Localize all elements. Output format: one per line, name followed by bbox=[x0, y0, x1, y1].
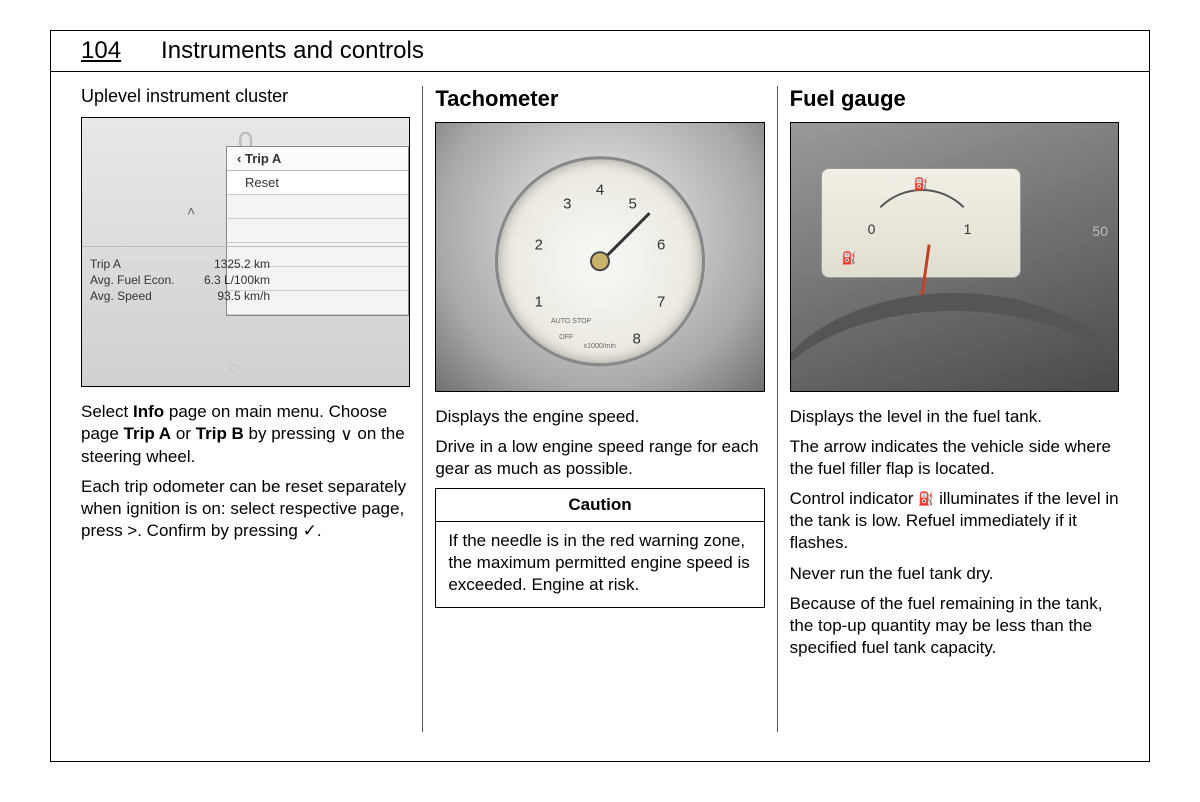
tacho-8: 8 bbox=[633, 330, 641, 347]
fuel-gauge-figure: ⛽ ⛽ 0 1 50 bbox=[790, 122, 1119, 392]
column-2: Tachometer 1 2 3 4 5 6 7 8 AUTO STOP OFF… bbox=[422, 86, 776, 732]
text: Control indicator bbox=[790, 489, 919, 508]
fuel-panel: ⛽ ⛽ 0 1 bbox=[821, 168, 1021, 278]
text: Select bbox=[81, 402, 133, 421]
page-header: 104 Instruments and controls bbox=[51, 31, 1149, 72]
tacho-4: 4 bbox=[596, 181, 604, 198]
dash-curve bbox=[790, 293, 1119, 392]
info-value: 1325.2 km bbox=[214, 256, 270, 272]
caution-body: If the needle is in the red warning zone… bbox=[436, 522, 763, 606]
tacho-2: 2 bbox=[535, 236, 543, 253]
col3-para3: Control indicator ⛽ illuminates if the l… bbox=[790, 488, 1119, 554]
col3-para2: The arrow indicates the vehicle side whe… bbox=[790, 436, 1119, 480]
col2-para1: Displays the engine speed. bbox=[435, 406, 764, 428]
lim-icon: ◌ bbox=[229, 360, 239, 378]
tachometer-title: Tachometer bbox=[435, 86, 764, 112]
fuel-gauge-title: Fuel gauge bbox=[790, 86, 1119, 112]
tacho-5: 5 bbox=[628, 196, 636, 213]
column-1: Uplevel instrument cluster 0 km/h ˄ ‹ Tr… bbox=[81, 86, 422, 732]
fuel-pump-icon: ⛽ bbox=[918, 491, 934, 508]
info-bold: Info bbox=[133, 402, 164, 421]
text: . Confirm by pressing bbox=[137, 521, 302, 540]
trip-menu-reset: Reset bbox=[227, 171, 408, 195]
tacho-unit: x1000/min bbox=[584, 343, 616, 350]
caution-title: Caution bbox=[436, 489, 763, 522]
tripb-bold: Trip B bbox=[196, 424, 244, 443]
right-arrow-icon: > bbox=[127, 520, 137, 542]
info-value: 93.5 km/h bbox=[217, 288, 270, 304]
col1-para2: Each trip odometer can be reset separate… bbox=[81, 476, 410, 543]
tripa-bold: Trip A bbox=[124, 424, 172, 443]
tacho-6: 6 bbox=[657, 236, 665, 253]
off-label: OFF bbox=[559, 335, 573, 342]
uplevel-subtitle: Uplevel instrument cluster bbox=[81, 86, 410, 107]
tacho-1: 1 bbox=[535, 293, 543, 310]
fuel-zero: 0 bbox=[868, 221, 876, 237]
fuel-pump-top-icon: ⛽ bbox=[914, 177, 929, 191]
info-value: 6.3 L/100km bbox=[204, 272, 270, 288]
down-arrow-icon: ∨ bbox=[340, 424, 352, 446]
info-label: Avg. Speed bbox=[90, 288, 152, 304]
info-row: Avg. Fuel Econ. 6.3 L/100km bbox=[90, 272, 270, 288]
uplevel-cluster-figure: 0 km/h ˄ ‹ Trip A Reset Trip A bbox=[81, 117, 410, 387]
divider bbox=[82, 246, 409, 247]
trip-info: Trip A 1325.2 km Avg. Fuel Econ. 6.3 L/1… bbox=[90, 256, 270, 305]
col2-para2: Drive in a low engine speed range for ea… bbox=[435, 436, 764, 480]
column-3: Fuel gauge ⛽ ⛽ 0 1 50 Displays the level… bbox=[777, 86, 1119, 732]
page-number: 104 bbox=[81, 37, 121, 65]
auto-stop-label: AUTO STOP bbox=[551, 318, 591, 325]
menu-blank bbox=[227, 195, 408, 219]
chevron-up-icon: ˄ bbox=[187, 203, 195, 219]
col3-para1: Displays the level in the fuel tank. bbox=[790, 406, 1119, 428]
tachometer-figure: 1 2 3 4 5 6 7 8 AUTO STOP OFF x1000/min bbox=[435, 122, 764, 392]
content-columns: Uplevel instrument cluster 0 km/h ˄ ‹ Tr… bbox=[51, 72, 1149, 752]
caution-box: Caution If the needle is in the red warn… bbox=[435, 488, 764, 607]
text: . bbox=[317, 521, 322, 540]
check-icon: ✓ bbox=[303, 520, 317, 542]
trip-menu-title: ‹ Trip A bbox=[227, 147, 408, 171]
info-row: Avg. Speed 93.5 km/h bbox=[90, 288, 270, 304]
tacho-dial: 1 2 3 4 5 6 7 8 AUTO STOP OFF x1000/min bbox=[495, 156, 705, 366]
fuel-pump-left-icon: ⛽ bbox=[842, 251, 857, 265]
tacho-3: 3 bbox=[563, 196, 571, 213]
text: or bbox=[171, 424, 196, 443]
menu-blank bbox=[227, 219, 408, 243]
tacho-hub bbox=[590, 251, 610, 271]
info-row: Trip A 1325.2 km bbox=[90, 256, 270, 272]
text: by pressing bbox=[244, 424, 340, 443]
info-label: Avg. Fuel Econ. bbox=[90, 272, 175, 288]
info-label: Trip A bbox=[90, 256, 121, 272]
tacho-7: 7 bbox=[657, 293, 665, 310]
chapter-title: Instruments and controls bbox=[161, 37, 424, 65]
col3-para4: Never run the fuel tank dry. bbox=[790, 563, 1119, 585]
col1-para1: Select Info page on main menu. Choose pa… bbox=[81, 401, 410, 468]
fuel-one: 1 bbox=[964, 221, 972, 237]
page-frame: 104 Instruments and controls Uplevel ins… bbox=[50, 30, 1150, 762]
col3-para5: Because of the fuel remaining in the tan… bbox=[790, 593, 1119, 659]
temp-partial: 50 bbox=[1092, 223, 1108, 239]
